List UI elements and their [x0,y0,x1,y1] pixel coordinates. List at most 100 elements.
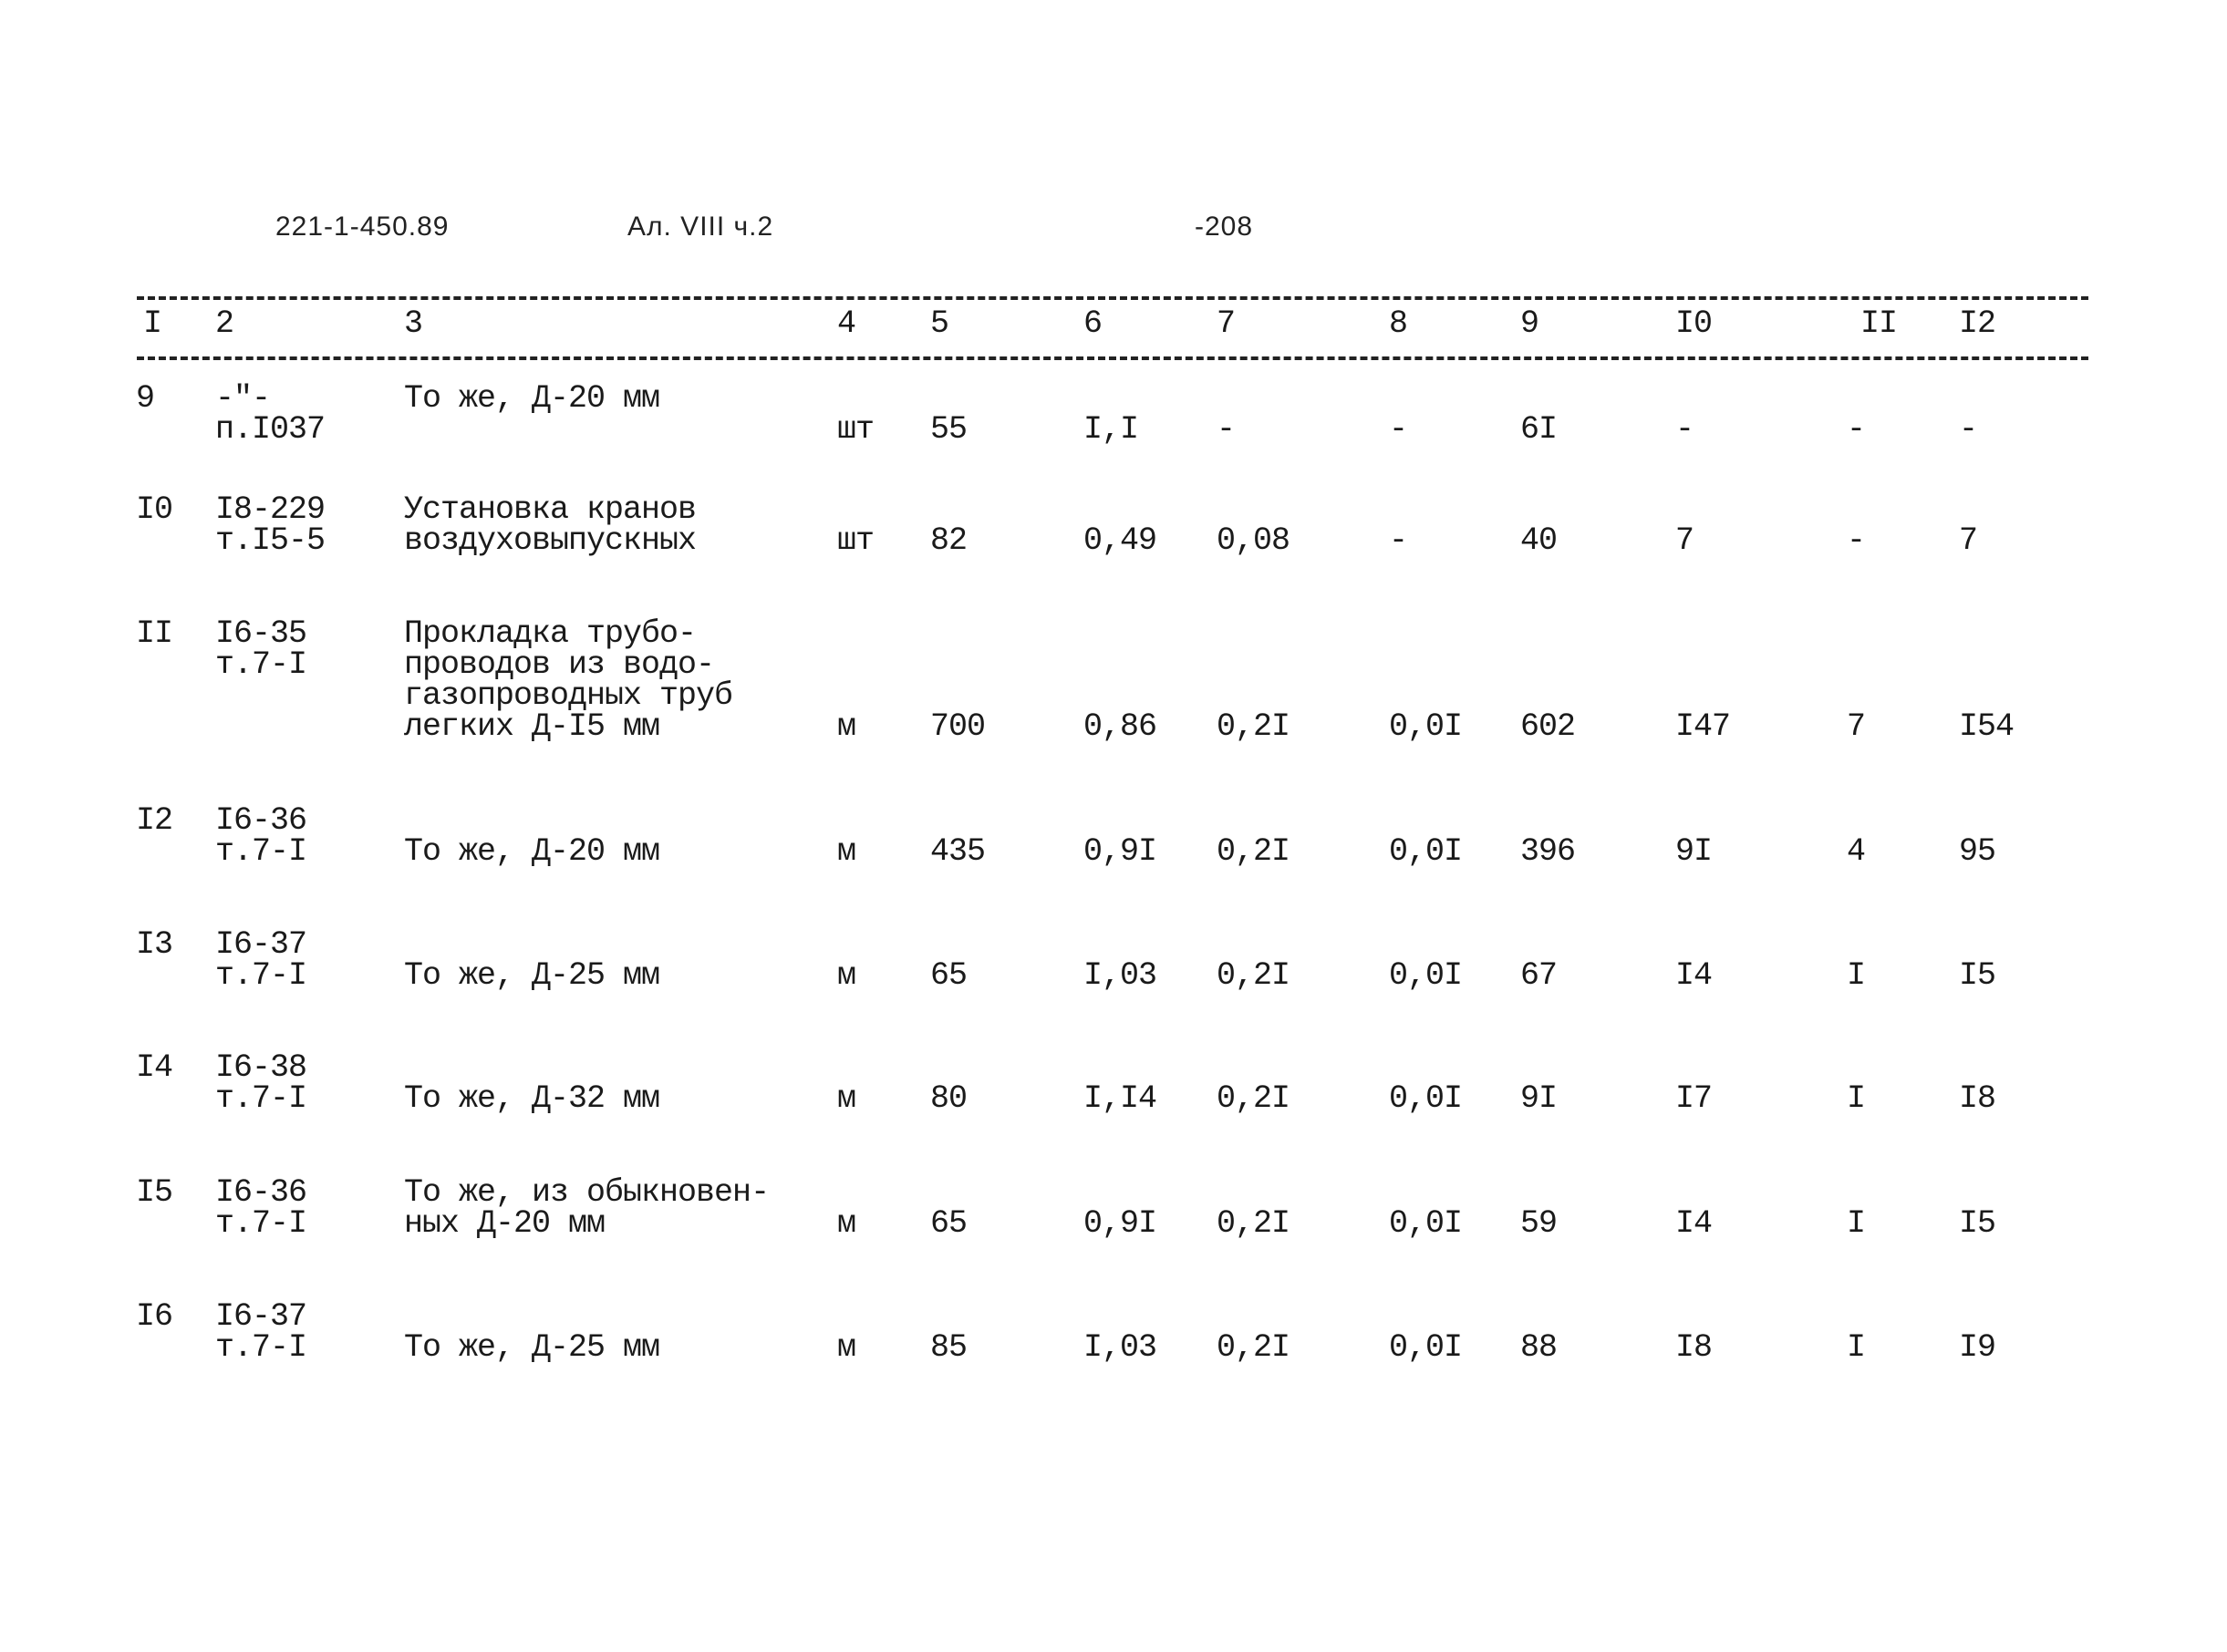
work-description: газопроводных труб [404,677,733,714]
value-col-7: 0,08 [1217,522,1290,559]
value-col-5: 85 [930,1329,968,1366]
value-col-7: 0,2I [1217,1080,1290,1117]
value-col-12: - [1959,411,1978,448]
unit: м [837,1205,856,1242]
column-header-5: 5 [930,305,949,342]
work-description: ных Д-20 мм [404,1205,606,1242]
column-header-8: 8 [1389,305,1408,342]
value-col-12: I54 [1959,708,2015,745]
value-col-11: I [1847,957,1866,994]
column-header-12: I2 [1959,305,1996,342]
value-col-5: 435 [930,833,986,870]
value-col-8: - [1389,522,1408,559]
norm-reference: I6-37 [215,926,307,963]
value-col-12: 7 [1959,522,1978,559]
value-col-5: 65 [930,957,968,994]
value-col-12: I5 [1959,1205,1996,1242]
norm-reference: т.7-I [215,1080,307,1117]
column-header-1: I [143,305,162,342]
norm-reference: т.7-I [215,1329,307,1366]
norm-reference: -"- [215,380,271,417]
column-header-3: 3 [404,305,423,342]
value-col-9: 9I [1520,1080,1558,1117]
norm-reference: т.7-I [215,646,307,683]
value-col-5: 55 [930,411,968,448]
value-col-5: 65 [930,1205,968,1242]
value-col-7: 0,2I [1217,708,1290,745]
column-header-9: 9 [1520,305,1539,342]
value-col-11: I [1847,1205,1866,1242]
row-number: 9 [136,380,155,417]
column-header-2: 2 [215,305,234,342]
value-col-11: - [1847,411,1866,448]
row-number: II [136,615,173,652]
value-col-9: 602 [1520,708,1576,745]
value-col-6: I,03 [1083,957,1157,994]
value-col-8: - [1389,411,1408,448]
value-col-11: - [1847,522,1866,559]
value-col-10: I8 [1675,1329,1713,1366]
column-header-6: 6 [1083,305,1103,342]
value-col-12: I9 [1959,1329,1996,1366]
value-col-10: I4 [1675,957,1713,994]
album-label: Ал. VIII ч.2 [627,212,774,242]
value-col-6: 0,86 [1083,708,1157,745]
header-divider-top [137,296,2088,300]
value-col-12: I8 [1959,1080,1996,1117]
work-description: То же, Д-20 мм [404,833,660,870]
value-col-8: 0,0I [1389,833,1463,870]
norm-reference: I6-37 [215,1298,307,1335]
value-col-9: 40 [1520,522,1558,559]
value-col-9: 396 [1520,833,1576,870]
value-col-9: 6I [1520,411,1558,448]
value-col-7: - [1217,411,1236,448]
unit: шт [837,522,875,559]
value-col-10: I7 [1675,1080,1713,1117]
work-description: То же, Д-20 мм [404,380,660,417]
value-col-12: I5 [1959,957,1996,994]
value-col-9: 67 [1520,957,1558,994]
value-col-9: 88 [1520,1329,1558,1366]
unit: м [837,833,856,870]
value-col-6: 0,9I [1083,1205,1157,1242]
value-col-6: I,03 [1083,1329,1157,1366]
norm-reference: п.I037 [215,411,326,448]
work-description: То же, Д-32 мм [404,1080,660,1117]
unit: м [837,957,856,994]
work-description: легких Д-I5 мм [404,708,660,745]
row-number: I2 [136,802,173,839]
value-col-10: 7 [1675,522,1694,559]
work-description: Установка кранов [404,491,697,528]
value-col-5: 82 [930,522,968,559]
row-number: I0 [136,491,173,528]
column-header-4: 4 [837,305,856,342]
norm-reference: I6-35 [215,615,307,652]
value-col-11: 7 [1847,708,1866,745]
value-col-7: 0,2I [1217,957,1290,994]
norm-reference: I6-38 [215,1049,307,1086]
value-col-11: I [1847,1329,1866,1366]
column-header-10: I0 [1675,305,1713,342]
column-header-11: II [1860,305,1898,342]
unit: м [837,708,856,745]
norm-reference: I6-36 [215,1174,307,1211]
value-col-9: 59 [1520,1205,1558,1242]
value-col-6: 0,49 [1083,522,1157,559]
norm-reference: т.7-I [215,1205,307,1242]
row-number: I6 [136,1298,173,1335]
value-col-8: 0,0I [1389,957,1463,994]
row-number: I5 [136,1174,173,1211]
value-col-11: I [1847,1080,1866,1117]
value-col-7: 0,2I [1217,1205,1290,1242]
value-col-6: 0,9I [1083,833,1157,870]
value-col-5: 700 [930,708,986,745]
work-description: То же, Д-25 мм [404,957,660,994]
value-col-8: 0,0I [1389,1329,1463,1366]
norm-reference: I8-229 [215,491,326,528]
doc-code: 221-1-450.89 [275,212,450,242]
value-col-10: 9I [1675,833,1713,870]
value-col-10: I47 [1675,708,1731,745]
value-col-8: 0,0I [1389,1205,1463,1242]
work-description: воздуховыпускных [404,522,697,559]
value-col-8: 0,0I [1389,708,1463,745]
